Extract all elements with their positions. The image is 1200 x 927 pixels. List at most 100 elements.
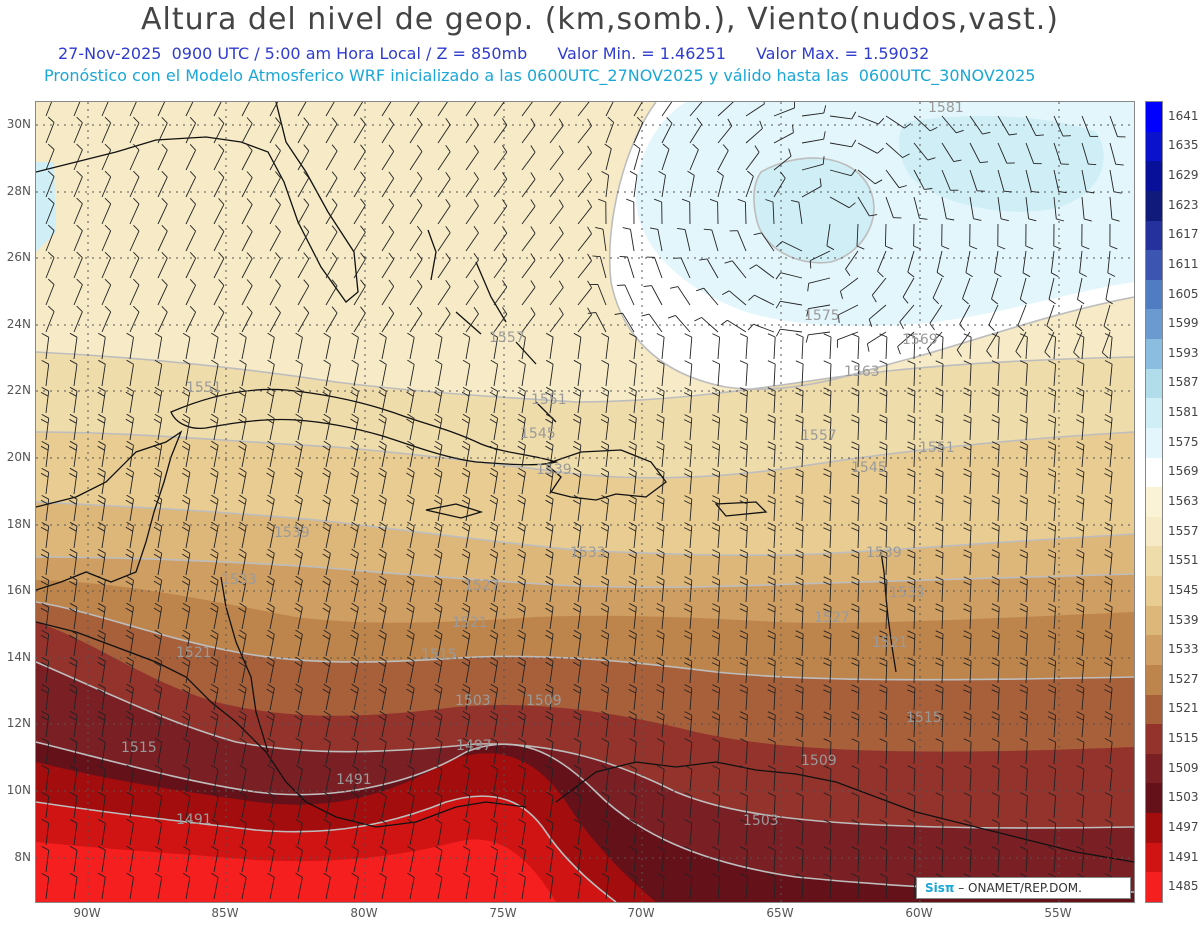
wind-barb xyxy=(213,198,225,225)
wind-barb xyxy=(461,521,471,549)
wind-barb xyxy=(628,603,637,630)
colorbar-swatch xyxy=(1146,457,1162,488)
wind-barb xyxy=(684,711,693,738)
wind-barb xyxy=(407,359,415,387)
wind-barb xyxy=(720,319,747,333)
wind-barb xyxy=(765,199,775,225)
wind-barb xyxy=(851,603,860,630)
wind-barb xyxy=(801,178,822,198)
wind-barb xyxy=(210,548,219,576)
wind-barb xyxy=(907,684,916,711)
wind-barb xyxy=(545,710,554,738)
wind-barb xyxy=(795,441,804,468)
wind-barb xyxy=(69,602,78,630)
wind-barb xyxy=(991,603,1000,630)
wind-barb xyxy=(628,468,637,495)
wind-barb xyxy=(462,359,471,387)
wind-barb xyxy=(125,710,134,738)
lon-label: 90W xyxy=(73,906,101,920)
wind-barb xyxy=(267,764,275,792)
wind-barb xyxy=(267,872,275,900)
wind-barb xyxy=(41,819,50,846)
wind-barb xyxy=(907,495,916,522)
wind-barb xyxy=(600,522,610,549)
wind-barb xyxy=(1025,115,1044,137)
wind-barb xyxy=(322,413,331,441)
wind-barb xyxy=(767,792,776,819)
wind-barb xyxy=(711,441,721,468)
wind-barb xyxy=(437,144,451,171)
wind-barb xyxy=(767,468,776,495)
wind-barb xyxy=(767,846,776,873)
wind-barb xyxy=(545,359,554,387)
wind-barb xyxy=(1104,576,1113,603)
wind-barb xyxy=(407,818,415,846)
wind-barb xyxy=(40,387,50,414)
wind-barb xyxy=(125,548,134,576)
colorbar-level-label: 1587 xyxy=(1168,375,1199,390)
wind-barb xyxy=(97,548,106,576)
wind-barb xyxy=(572,710,582,738)
wind-barb xyxy=(836,331,859,348)
wind-barb xyxy=(775,240,803,252)
wind-barb xyxy=(182,818,191,846)
wind-barb xyxy=(1019,414,1028,441)
wind-barb xyxy=(572,602,582,630)
colorbar-swatch xyxy=(1146,605,1162,636)
wind-barb xyxy=(545,575,554,603)
coastlines xyxy=(36,102,1134,863)
wind-barb xyxy=(729,230,747,252)
wind-barb xyxy=(1019,468,1028,495)
wind-barb xyxy=(1053,115,1071,137)
wind-barb xyxy=(696,287,719,306)
wind-barb xyxy=(935,549,944,576)
wind-barb xyxy=(489,386,499,414)
lon-label: 70W xyxy=(627,906,655,920)
wind-barb xyxy=(545,683,554,711)
geopotential-map: 1581 1575 1569 1563 1557 1551 1557 1551 1551 1545… xyxy=(35,101,1135,903)
wind-barb xyxy=(294,575,303,603)
wind-barb xyxy=(97,710,106,738)
wind-barb xyxy=(210,440,219,468)
wind-barb xyxy=(1075,414,1085,441)
wind-barb xyxy=(600,387,610,414)
wind-barb xyxy=(601,873,610,900)
wind-barb xyxy=(573,332,582,360)
wind-barb xyxy=(157,102,166,117)
wind-barb xyxy=(153,386,163,414)
wind-barb xyxy=(294,710,303,738)
wind-barb xyxy=(823,387,832,414)
wind-barb xyxy=(907,414,916,441)
wind-barb xyxy=(879,738,888,765)
wind-barb xyxy=(656,495,665,522)
wind-barb xyxy=(795,603,804,630)
wind-barb xyxy=(1019,277,1028,305)
wind-barb xyxy=(210,656,219,684)
wind-barb xyxy=(712,819,721,846)
wind-barb xyxy=(963,819,972,846)
wind-barb xyxy=(323,872,331,900)
wind-barb xyxy=(98,845,106,873)
wind-barb xyxy=(965,250,973,278)
wind-barb xyxy=(628,414,637,441)
wind-barb xyxy=(101,116,112,144)
wind-barb xyxy=(185,170,197,198)
wind-barb xyxy=(69,845,78,873)
wind-barb xyxy=(857,115,885,125)
wind-barb xyxy=(823,495,832,522)
wind-barb xyxy=(907,657,916,684)
wind-barb xyxy=(988,304,999,332)
colorbar-swatch xyxy=(1146,427,1162,458)
wind-barb xyxy=(646,256,663,279)
wind-barb xyxy=(434,359,443,387)
wind-barb xyxy=(350,602,359,630)
wind-barb xyxy=(325,171,338,198)
wind-barb xyxy=(461,440,471,468)
wind-barb xyxy=(767,765,776,792)
wind-barb xyxy=(1076,846,1085,873)
wind-barb xyxy=(518,818,526,846)
wind-barb xyxy=(823,441,832,468)
wind-barb xyxy=(210,602,219,630)
wind-barb xyxy=(851,441,860,468)
wind-barb xyxy=(434,683,443,711)
